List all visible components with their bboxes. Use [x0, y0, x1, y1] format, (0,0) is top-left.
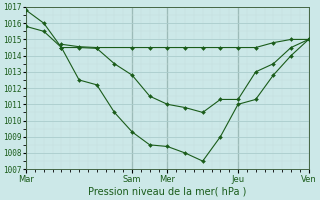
X-axis label: Pression niveau de la mer( hPa ): Pression niveau de la mer( hPa ): [88, 187, 247, 197]
